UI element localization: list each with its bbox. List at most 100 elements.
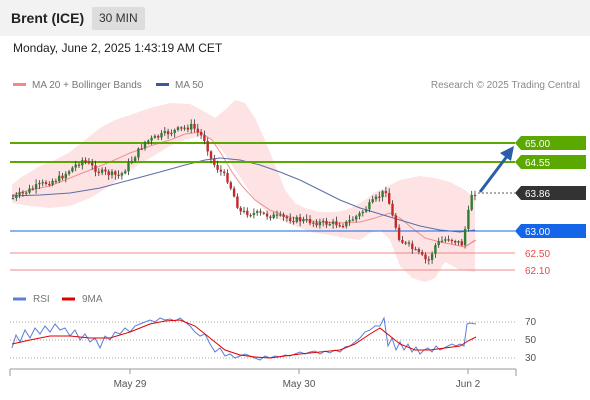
candle-body: [48, 183, 51, 186]
candle-body: [150, 137, 153, 141]
candle-body: [417, 249, 421, 252]
ma50-swatch-icon: [156, 82, 169, 86]
candle-body: [305, 218, 308, 221]
candle-body: [331, 221, 335, 225]
candle-body: [117, 174, 120, 176]
candle-body: [411, 243, 414, 250]
rsi-ma-legend-label: 9MA: [82, 294, 103, 305]
candle-body: [186, 127, 190, 130]
candle-body: [18, 192, 21, 195]
candle-body: [252, 212, 256, 216]
candle-body: [279, 214, 282, 216]
candle-body: [104, 169, 107, 172]
candle-body: [262, 212, 265, 214]
level-value-62-50: 62.50: [525, 249, 550, 260]
x-axis: May 29 May 30 Jun 2: [9, 368, 517, 390]
candle-body: [401, 239, 404, 243]
candle-body: [371, 199, 374, 203]
candle-body: [130, 160, 133, 163]
candle-body: [127, 162, 130, 172]
candle-body: [183, 127, 186, 129]
candle-body: [143, 141, 147, 149]
candle-body: [450, 239, 454, 242]
candle-body: [351, 219, 355, 221]
candle-body: [328, 224, 331, 226]
candle-body: [259, 211, 262, 213]
candle-body: [381, 191, 384, 198]
candle-body: [437, 241, 440, 246]
candle-body: [312, 222, 315, 224]
ma50-line: [11, 157, 476, 233]
candle-body: [246, 210, 249, 216]
candle-body: [404, 242, 407, 244]
candle-body: [229, 182, 232, 189]
candle-body: [295, 217, 298, 222]
timeframe-button[interactable]: 30 MIN: [92, 7, 145, 30]
candle-body: [322, 220, 325, 223]
candle-body: [338, 225, 341, 227]
projection-arrow: [478, 154, 510, 193]
candle-body: [239, 207, 242, 212]
ma20-swatch-icon: [13, 82, 26, 86]
candle-body: [223, 171, 226, 174]
candle-body: [166, 131, 170, 135]
candle-body: [424, 254, 427, 260]
candle-body: [124, 171, 127, 174]
candle-body: [394, 215, 397, 228]
x-tick-may-30: May 30: [283, 379, 316, 390]
candle-body: [397, 227, 401, 240]
instrument-title: Brent (ICE): [11, 10, 85, 26]
legend-ma50: MA 50: [156, 80, 203, 91]
candle-body: [147, 140, 150, 142]
candle-body: [467, 209, 470, 229]
candle-body: [54, 180, 58, 183]
candle-body: [242, 210, 246, 212]
candle-body: [196, 128, 199, 132]
candle-body: [236, 196, 239, 208]
candle-body: [67, 171, 71, 174]
candle-body: [282, 214, 285, 217]
candle-body: [170, 132, 173, 135]
legend-ma20-label: MA 20 + Bollinger Bands: [32, 80, 142, 91]
research-credit: Research © 2025 Trading Central: [430, 80, 580, 91]
candle-body: [414, 249, 417, 251]
candle-body: [292, 221, 295, 223]
candle-body: [51, 180, 54, 185]
candle-body: [199, 131, 203, 136]
level-label-63-00: 63.00: [515, 224, 586, 238]
candle-body: [364, 209, 368, 212]
candle-body: [140, 148, 143, 150]
x-tick-may-29: May 29: [114, 379, 147, 390]
candle-body: [355, 216, 358, 220]
candle-body: [315, 222, 318, 226]
candle-body: [58, 175, 61, 182]
candle-body: [34, 184, 38, 189]
level-value-63-00: 63.00: [525, 227, 550, 238]
candle-body: [97, 171, 100, 174]
candle-body: [163, 131, 166, 134]
level-value-65-00: 65.00: [525, 139, 550, 150]
candle-body: [74, 164, 77, 168]
bollinger-band: [12, 100, 475, 282]
candle-body: [434, 245, 437, 254]
level-value-62-10: 62.10: [525, 266, 550, 277]
candle-body: [44, 182, 48, 184]
pivot-connector: [464, 239, 477, 248]
candle-body: [232, 188, 236, 197]
candle-body: [391, 203, 394, 216]
level-label-64-55: 64.55: [515, 155, 586, 169]
candle-body: [153, 135, 157, 138]
candle-body: [120, 173, 124, 176]
candle-body: [249, 215, 252, 217]
candle-body: [176, 127, 180, 130]
rsi-tick-50: 50: [525, 335, 537, 346]
candle-body: [84, 160, 87, 163]
rsi-legend-label: RSI: [33, 294, 50, 305]
candle-body: [341, 225, 345, 228]
candle-body: [219, 169, 223, 172]
candle-body: [64, 173, 67, 179]
candle-body: [460, 241, 463, 246]
level-label-65-00: 65.00: [515, 136, 586, 150]
candle-body: [308, 218, 312, 224]
